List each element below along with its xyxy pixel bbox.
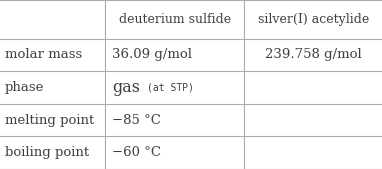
Text: phase: phase: [5, 81, 44, 94]
Text: gas: gas: [112, 79, 140, 96]
Text: silver(I) acetylide: silver(I) acetylide: [257, 13, 369, 26]
Text: −85 °C: −85 °C: [112, 114, 161, 127]
Text: 36.09 g/mol: 36.09 g/mol: [112, 48, 192, 61]
Text: (at STP): (at STP): [147, 82, 194, 92]
Text: boiling point: boiling point: [5, 146, 89, 159]
Text: deuterium sulfide: deuterium sulfide: [119, 13, 231, 26]
Text: 239.758 g/mol: 239.758 g/mol: [265, 48, 362, 61]
Text: molar mass: molar mass: [5, 48, 82, 61]
Text: −60 °C: −60 °C: [112, 146, 161, 159]
Text: melting point: melting point: [5, 114, 94, 127]
